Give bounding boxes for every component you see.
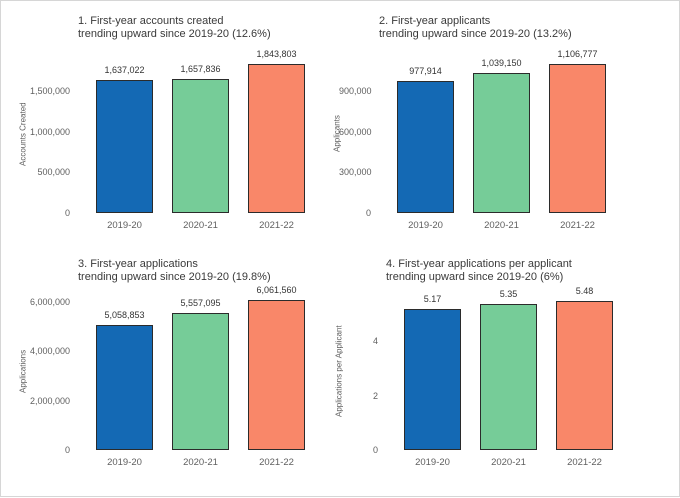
x-tick-label: 2020-21 bbox=[183, 220, 218, 231]
chart-title: 3. First-year applications trending upwa… bbox=[78, 258, 271, 284]
bar-value-label: 5.48 bbox=[575, 285, 594, 296]
x-tick-label: 2020-21 bbox=[183, 457, 218, 468]
chart-title-line2: trending upward since 2019-20 (19.8%) bbox=[78, 271, 271, 283]
chart-applicants: 2. First-year applicants trending upward… bbox=[333, 1, 679, 249]
y-tick-label: 600,000 bbox=[339, 126, 372, 137]
bar-2020-21 bbox=[172, 312, 229, 450]
chart-title: 4. First-year applications per applicant… bbox=[386, 258, 572, 284]
bar-value-label: 5,557,095 bbox=[180, 297, 221, 308]
y-tick-label: 4,000,000 bbox=[29, 346, 70, 357]
y-tick-label: 4 bbox=[372, 336, 378, 347]
chart-title-line1: 1. First-year accounts created bbox=[78, 15, 224, 27]
bar-2021-22 bbox=[549, 63, 606, 213]
chart-applications-per-applicant: 4. First-year applications per applicant… bbox=[335, 250, 679, 498]
x-tick-label: 2020-21 bbox=[484, 220, 519, 231]
y-tick-label: 1,000,000 bbox=[29, 126, 70, 137]
bar-value-label: 5,058,853 bbox=[104, 310, 145, 321]
bar-value-label: 6,061,560 bbox=[256, 285, 297, 296]
x-tick-label: 2019-20 bbox=[107, 457, 142, 468]
y-axis-title: Applications bbox=[18, 349, 28, 393]
bar-2021-22 bbox=[248, 300, 305, 450]
bar-2019-20 bbox=[96, 80, 153, 213]
y-tick-label: 500,000 bbox=[37, 167, 70, 178]
chart-title: 1. First-year accounts created trending … bbox=[78, 15, 271, 41]
x-tick-label: 2021-22 bbox=[560, 220, 595, 231]
bar-value-label: 977,914 bbox=[409, 65, 442, 76]
bar-2019-20 bbox=[397, 80, 454, 213]
y-tick-label: 2,000,000 bbox=[29, 395, 70, 406]
x-tick-label: 2019-20 bbox=[107, 220, 142, 231]
x-tick-label: 2021-22 bbox=[259, 220, 294, 231]
x-tick-label: 2019-20 bbox=[408, 220, 443, 231]
y-tick-label: 300,000 bbox=[339, 167, 372, 178]
chart-title-line1: 4. First-year applications per applicant bbox=[386, 258, 572, 270]
bar-value-label: 1,637,022 bbox=[104, 65, 145, 76]
bar-2019-20 bbox=[404, 309, 461, 450]
y-tick-label: 0 bbox=[365, 208, 371, 218]
bar-value-label: 1,039,150 bbox=[481, 57, 522, 68]
chart-title-line2: trending upward since 2019-20 (6%) bbox=[386, 271, 564, 283]
bar-value-label: 1,843,803 bbox=[256, 48, 297, 59]
x-tick-label: 2021-22 bbox=[567, 457, 602, 468]
chart-title-line1: 3. First-year applications bbox=[78, 258, 198, 270]
chart-applications: 3. First-year applications trending upwa… bbox=[1, 250, 341, 498]
bar-2021-22 bbox=[248, 63, 305, 213]
y-tick-label: 900,000 bbox=[339, 86, 372, 97]
bar-2020-21 bbox=[480, 304, 537, 450]
bar-value-label: 5.17 bbox=[423, 294, 442, 305]
bar-2020-21 bbox=[172, 78, 229, 213]
y-tick-label: 1,500,000 bbox=[29, 86, 70, 97]
y-tick-label: 0 bbox=[64, 445, 70, 455]
bar-value-label: 1,657,836 bbox=[180, 63, 221, 74]
bar-2020-21 bbox=[473, 72, 530, 213]
chart-title-line2: trending upward since 2019-20 (13.2%) bbox=[379, 28, 572, 40]
x-tick-label: 2020-21 bbox=[491, 457, 526, 468]
x-tick-label: 2021-22 bbox=[259, 457, 294, 468]
bar-2019-20 bbox=[96, 325, 153, 450]
y-axis-title: Applications per Applicant bbox=[334, 325, 344, 417]
y-tick-label: 6,000,000 bbox=[29, 296, 70, 307]
x-tick-label: 2019-20 bbox=[415, 457, 450, 468]
y-tick-label: 0 bbox=[372, 445, 378, 455]
y-tick-label: 2 bbox=[372, 390, 378, 401]
bar-2021-22 bbox=[556, 300, 613, 450]
bar-value-label: 1,106,777 bbox=[557, 48, 598, 59]
chart-accounts-created: 1. First-year accounts created trending … bbox=[1, 1, 341, 249]
chart-title-line1: 2. First-year applicants bbox=[379, 15, 491, 27]
y-tick-label: 0 bbox=[64, 208, 70, 218]
bar-value-label: 5.35 bbox=[499, 289, 518, 300]
chart-title-line2: trending upward since 2019-20 (12.6%) bbox=[78, 28, 271, 40]
chart-title: 2. First-year applicants trending upward… bbox=[379, 15, 572, 41]
